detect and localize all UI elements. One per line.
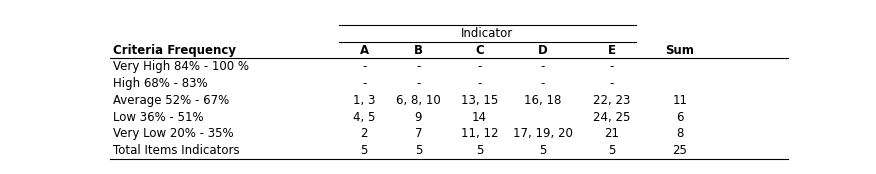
Text: 21: 21 bbox=[604, 127, 619, 140]
Text: 6, 8, 10: 6, 8, 10 bbox=[396, 94, 441, 107]
Text: 5: 5 bbox=[360, 144, 368, 157]
Text: 11: 11 bbox=[672, 94, 688, 107]
Text: 24, 25: 24, 25 bbox=[593, 110, 631, 124]
Text: 22, 23: 22, 23 bbox=[593, 94, 631, 107]
Text: 8: 8 bbox=[676, 127, 683, 140]
Text: Total Items Indicators: Total Items Indicators bbox=[113, 144, 239, 157]
Text: 17, 19, 20: 17, 19, 20 bbox=[512, 127, 573, 140]
Text: Criteria Frequency: Criteria Frequency bbox=[113, 44, 236, 57]
Text: B: B bbox=[413, 44, 423, 57]
Text: Very High 84% - 100 %: Very High 84% - 100 % bbox=[113, 60, 249, 73]
Text: 5: 5 bbox=[476, 144, 484, 157]
Text: Indicator: Indicator bbox=[461, 27, 513, 40]
Text: 14: 14 bbox=[472, 110, 487, 124]
Text: 5: 5 bbox=[414, 144, 422, 157]
Text: 4, 5: 4, 5 bbox=[353, 110, 375, 124]
Text: High 68% - 83%: High 68% - 83% bbox=[113, 77, 208, 90]
Text: E: E bbox=[608, 44, 616, 57]
Text: 25: 25 bbox=[673, 144, 687, 157]
Text: -: - bbox=[416, 60, 420, 73]
Text: 2: 2 bbox=[360, 127, 368, 140]
Text: Sum: Sum bbox=[666, 44, 694, 57]
Text: -: - bbox=[362, 77, 366, 90]
Text: 5: 5 bbox=[608, 144, 616, 157]
Text: 16, 18: 16, 18 bbox=[524, 94, 562, 107]
Text: -: - bbox=[477, 60, 482, 73]
Text: 5: 5 bbox=[539, 144, 547, 157]
Text: Low 36% - 51%: Low 36% - 51% bbox=[113, 110, 203, 124]
Text: -: - bbox=[477, 77, 482, 90]
Text: 6: 6 bbox=[676, 110, 683, 124]
Text: 1, 3: 1, 3 bbox=[353, 94, 375, 107]
Text: A: A bbox=[359, 44, 369, 57]
Text: D: D bbox=[538, 44, 548, 57]
Text: Average 52% - 67%: Average 52% - 67% bbox=[113, 94, 230, 107]
Text: -: - bbox=[540, 77, 545, 90]
Text: 9: 9 bbox=[414, 110, 422, 124]
Text: -: - bbox=[610, 77, 614, 90]
Text: -: - bbox=[362, 60, 366, 73]
Text: 11, 12: 11, 12 bbox=[461, 127, 498, 140]
Text: -: - bbox=[610, 60, 614, 73]
Text: Very Low 20% - 35%: Very Low 20% - 35% bbox=[113, 127, 234, 140]
Text: -: - bbox=[416, 77, 420, 90]
Text: 7: 7 bbox=[414, 127, 422, 140]
Text: 13, 15: 13, 15 bbox=[461, 94, 498, 107]
Text: C: C bbox=[475, 44, 484, 57]
Text: -: - bbox=[540, 60, 545, 73]
